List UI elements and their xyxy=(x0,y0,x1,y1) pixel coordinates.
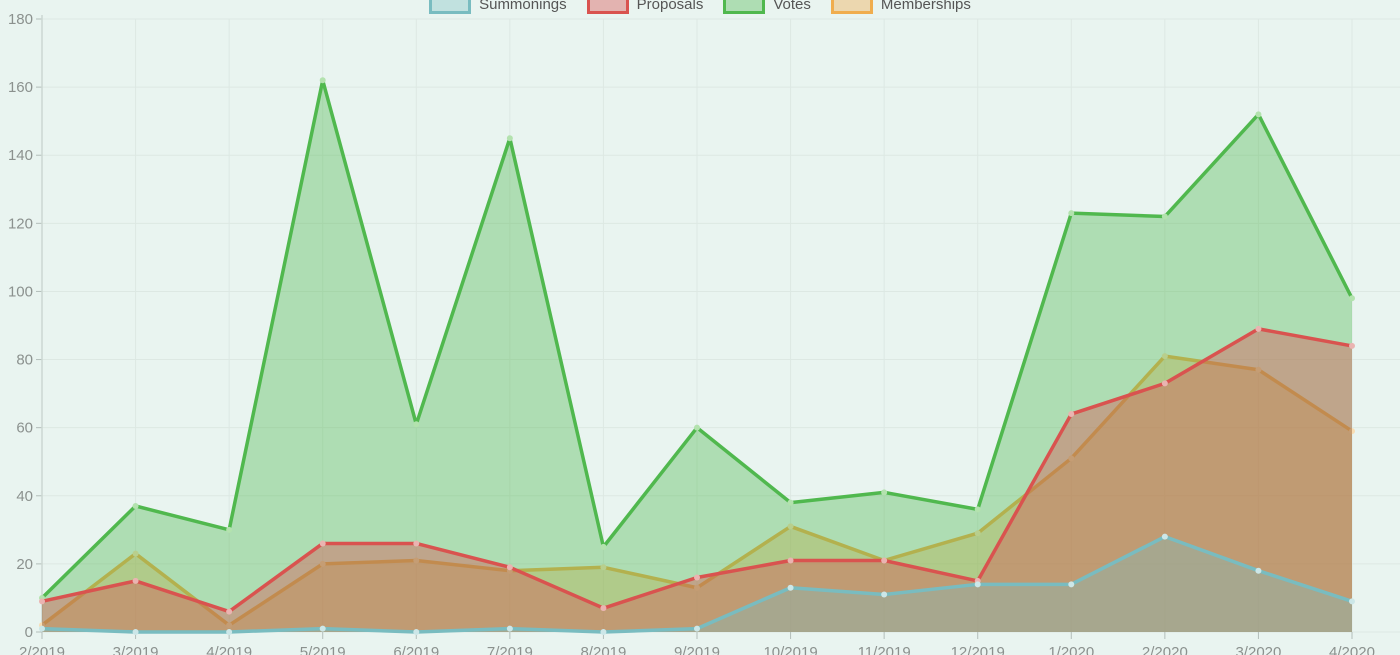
svg-text:60: 60 xyxy=(16,420,33,437)
svg-text:140: 140 xyxy=(8,147,33,164)
svg-text:120: 120 xyxy=(8,215,33,232)
svg-text:3/2020: 3/2020 xyxy=(1235,644,1281,655)
svg-text:3/2019: 3/2019 xyxy=(113,644,159,655)
svg-text:5/2019: 5/2019 xyxy=(300,644,346,655)
legend-swatch-votes xyxy=(723,0,766,14)
svg-text:11/2019: 11/2019 xyxy=(858,644,911,655)
svg-text:40: 40 xyxy=(16,488,33,505)
svg-text:9/2019: 9/2019 xyxy=(674,644,720,655)
svg-text:100: 100 xyxy=(8,283,33,300)
legend-item-summonings[interactable]: Summonings xyxy=(429,0,567,14)
svg-text:180: 180 xyxy=(8,11,33,28)
legend-swatch-memberships xyxy=(830,0,873,14)
legend-label-votes: Votes xyxy=(773,0,811,13)
svg-text:20: 20 xyxy=(16,556,33,573)
svg-text:12/2019: 12/2019 xyxy=(951,644,1005,655)
legend-swatch-summonings xyxy=(429,0,472,14)
svg-text:0: 0 xyxy=(25,624,33,641)
legend-item-votes[interactable]: Votes xyxy=(723,0,811,14)
svg-text:4/2020: 4/2020 xyxy=(1329,644,1375,655)
legend-item-memberships[interactable]: Memberships xyxy=(830,0,971,14)
svg-text:2/2020: 2/2020 xyxy=(1142,644,1188,655)
chart-legend: Summonings Proposals Votes Memberships xyxy=(0,0,1400,14)
svg-text:7/2019: 7/2019 xyxy=(487,644,533,655)
svg-text:8/2019: 8/2019 xyxy=(580,644,626,655)
legend-item-proposals[interactable]: Proposals xyxy=(586,0,704,14)
legend-label-proposals: Proposals xyxy=(636,0,704,13)
svg-text:160: 160 xyxy=(8,79,33,96)
legend-label-summonings: Summonings xyxy=(479,0,567,13)
legend-swatch-proposals xyxy=(586,0,629,14)
svg-text:6/2019: 6/2019 xyxy=(393,644,439,655)
svg-text:1/2020: 1/2020 xyxy=(1048,644,1094,655)
svg-text:80: 80 xyxy=(16,352,33,369)
svg-text:10/2019: 10/2019 xyxy=(763,644,817,655)
svg-text:2/2019: 2/2019 xyxy=(19,644,65,655)
svg-text:4/2019: 4/2019 xyxy=(206,644,252,655)
legend-label-memberships: Memberships xyxy=(880,0,971,13)
